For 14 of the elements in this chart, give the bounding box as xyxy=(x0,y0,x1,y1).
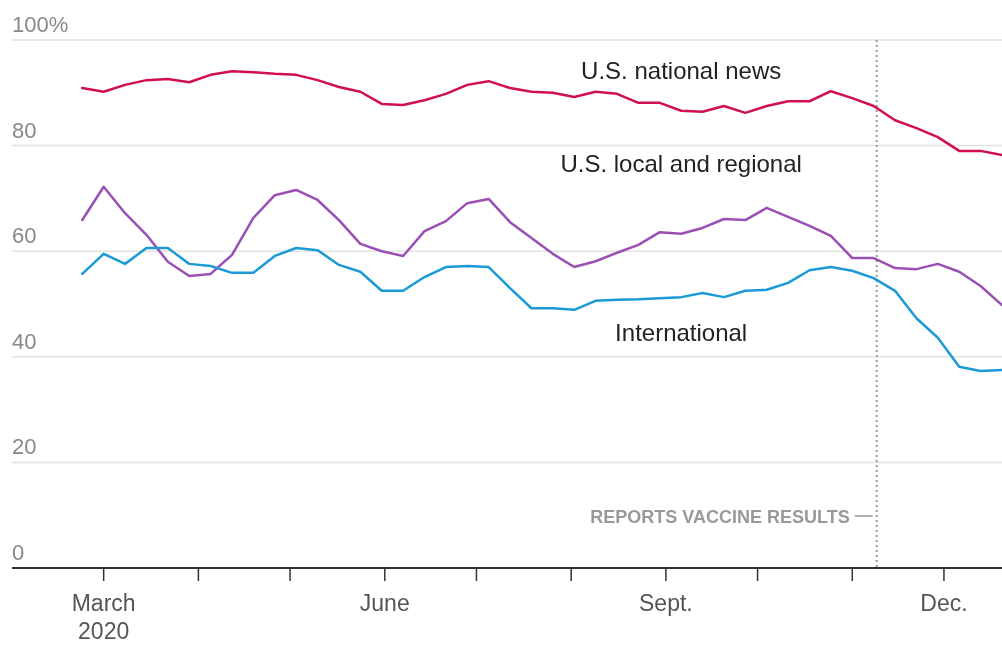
y-tick-label: 60 xyxy=(12,223,37,249)
y-tick-label: 100% xyxy=(12,12,69,37)
y-tick-label: 40 xyxy=(12,328,37,354)
x-tick-label: Dec. xyxy=(920,590,968,616)
series-label: U.S. national news xyxy=(581,56,782,84)
series-label: U.S. local and regional xyxy=(560,149,802,177)
ref-line-label: REPORTS VACCINE RESULTS xyxy=(590,507,850,527)
x-tick-label: June xyxy=(359,590,410,616)
y-tick-label: 80 xyxy=(12,117,37,143)
y-tick-label: 20 xyxy=(12,434,37,460)
series-label: International xyxy=(615,319,748,347)
y-tick-label: 0 xyxy=(12,540,25,565)
x-tick-label: Sept. xyxy=(639,590,693,616)
x-tick-label: March 2020 xyxy=(71,590,136,644)
